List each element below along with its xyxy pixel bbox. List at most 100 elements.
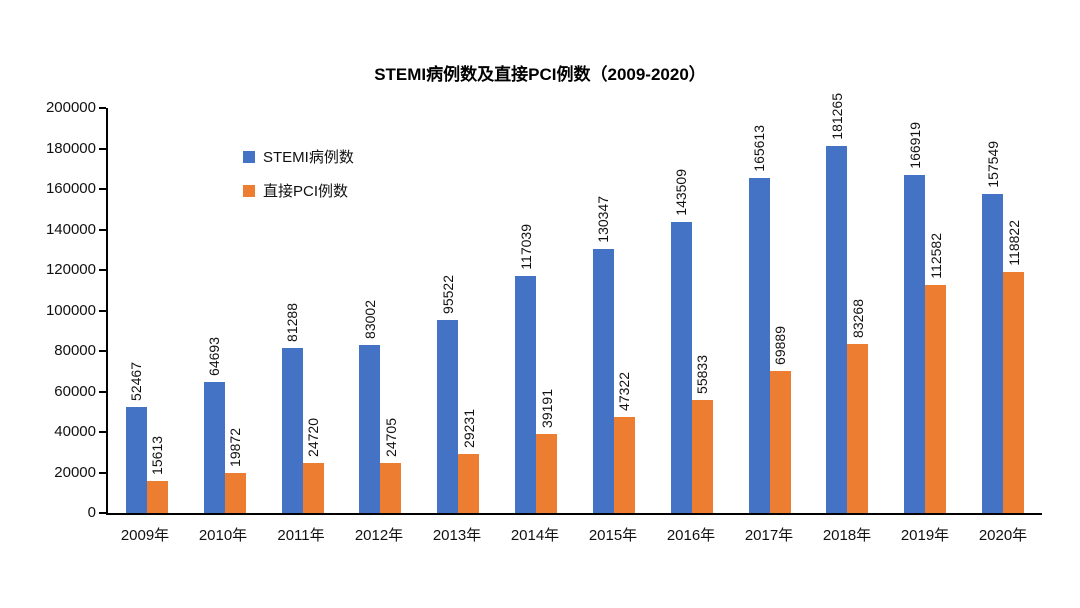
x-axis-label-2012年: 2012年 — [354, 527, 404, 544]
bar-value-label-stemi-2014年: 117039 — [517, 224, 534, 270]
bar-slot: 69889 — [769, 108, 791, 513]
x-axis-label-2013年: 2013年 — [432, 527, 482, 544]
y-axis-tick — [99, 512, 106, 514]
bar-slot: 52467 — [125, 108, 147, 513]
legend-item-stemi: STEMI病例数 — [243, 146, 354, 167]
bar-group-2012年: 83002 24705 — [341, 108, 419, 513]
bar-group-2015年: 130347 47322 — [575, 108, 653, 513]
bar-value-label-stemi-2015年: 130347 — [595, 196, 612, 243]
bar-value-label-stemi-2016年: 143509 — [673, 169, 690, 216]
bar-stemi-2010年 — [203, 382, 225, 513]
bar-group-2016年: 143509 55833 — [653, 108, 731, 513]
bar-group-2011年: 81288 24720 — [264, 108, 342, 513]
y-axis-label-120000: 120000 — [45, 261, 96, 278]
bar-value-label-pci-2018年: 83268 — [849, 299, 866, 338]
bar-slot: 83268 — [847, 108, 869, 513]
bar-pci-2019年 — [925, 285, 947, 513]
bar-group-2019年: 166919 112582 — [886, 108, 964, 513]
y-axis-tick — [99, 269, 106, 271]
bar-stemi-2014年 — [515, 276, 537, 513]
bar-slot: 112582 — [925, 108, 947, 513]
x-axis-label-2018年: 2018年 — [822, 527, 872, 544]
bar-stemi-2016年 — [670, 222, 692, 513]
x-axis-label-2009年: 2009年 — [120, 527, 170, 544]
bar-group-2013年: 95522 29231 — [419, 108, 497, 513]
x-axis-label-2014年: 2014年 — [510, 527, 560, 544]
y-axis-tick — [99, 228, 106, 231]
bar-slot: 24705 — [380, 108, 402, 513]
legend: STEMI病例数 直接PCI例数 — [243, 146, 354, 214]
x-axis-label-2020年: 2020年 — [978, 527, 1028, 544]
bar-pci-2017年 — [769, 371, 791, 513]
y-axis-label-140000: 140000 — [45, 220, 96, 238]
bar-group-2009年: 52467 15613 — [108, 108, 186, 513]
bar-value-label-pci-2015年: 47322 — [616, 372, 633, 411]
bar-pci-2016年 — [691, 400, 713, 513]
y-axis-label-40000: 40000 — [54, 423, 96, 440]
bar-pci-2018年 — [847, 344, 869, 513]
bar-value-label-pci-2017年: 69889 — [772, 326, 789, 365]
bar-value-label-pci-2020年: 118822 — [1005, 220, 1022, 266]
y-axis-tick — [99, 471, 106, 474]
bar-stemi-2009年 — [125, 407, 147, 513]
bar-pci-2013年 — [458, 454, 480, 513]
bar-slot: 19872 — [224, 108, 246, 513]
bar-value-label-stemi-2012年: 83002 — [361, 300, 378, 339]
bar-value-label-stemi-2019年: 166919 — [906, 122, 923, 169]
bar-slot: 15613 — [146, 108, 168, 513]
bar-slot: 165613 — [748, 108, 770, 513]
bar-value-label-pci-2009年: 15613 — [149, 436, 166, 475]
bar-value-label-stemi-2011年: 81288 — [284, 303, 301, 342]
bar-slot: 157549 — [982, 108, 1004, 513]
bar-pci-2012年 — [380, 463, 402, 513]
y-axis-label-0: 0 — [87, 504, 96, 521]
bar-value-label-stemi-2009年: 52467 — [128, 362, 145, 401]
bar-slot: 181265 — [826, 93, 848, 513]
y-axis-tick — [99, 147, 106, 150]
bar-stemi-2019年 — [904, 175, 926, 513]
chart-title: STEMI病例数及直接PCI例数（2009-2020） — [374, 65, 706, 84]
y-axis-label-80000: 80000 — [54, 342, 96, 359]
bar-slot: 47322 — [613, 108, 635, 513]
bar-stemi-2013年 — [437, 320, 459, 513]
bar-slot: 83002 — [359, 108, 381, 513]
y-axis-tick — [99, 431, 106, 433]
x-axis-label-2019年: 2019年 — [900, 527, 950, 544]
bar-value-label-pci-2013年: 29231 — [460, 409, 477, 448]
bar-group-2017年: 165613 69889 — [731, 108, 809, 513]
bar-pci-2010年 — [224, 473, 246, 513]
bar-value-label-stemi-2010年: 64693 — [206, 337, 223, 376]
bar-slot: 130347 — [592, 108, 614, 513]
bar-group-2010年: 64693 19872 — [186, 108, 264, 513]
bar-pci-2009年 — [146, 481, 168, 513]
y-axis-tick — [99, 350, 106, 352]
bar-value-label-pci-2014年: 39191 — [538, 389, 555, 428]
bar-stemi-2017年 — [748, 178, 770, 513]
bar-slot: 117039 — [515, 108, 537, 513]
y-axis-tick — [99, 309, 106, 312]
bar-pci-2020年 — [1003, 272, 1025, 513]
bar-group-2020年: 157549 118822 — [964, 108, 1042, 513]
legend-label-stemi: STEMI病例数 — [263, 149, 354, 166]
y-axis-label-180000: 180000 — [45, 139, 96, 157]
x-axis-label-2015年: 2015年 — [588, 527, 638, 544]
bar-slot: 64693 — [203, 108, 225, 513]
bar-value-label-pci-2012年: 24705 — [382, 418, 399, 457]
bar-slot: 95522 — [437, 108, 459, 513]
bar-pci-2014年 — [536, 434, 558, 513]
y-axis-label-60000: 60000 — [54, 382, 96, 400]
y-axis-label-160000: 160000 — [45, 180, 96, 197]
bar-pci-2011年 — [302, 463, 324, 513]
bar-slot: 24720 — [302, 108, 324, 513]
legend-swatch-pci-icon — [243, 184, 255, 197]
y-axis-tick — [99, 390, 106, 393]
bar-slot: 118822 — [1003, 108, 1025, 513]
x-axis-labels: 2009年 2010年 2011年 2012年 2013年 2014年 2015年 2016年… — [106, 524, 1042, 545]
bar-slot: 143509 — [670, 108, 692, 513]
bar-value-label-stemi-2018年: 181265 — [828, 93, 845, 140]
bar-slot: 166919 — [904, 108, 926, 513]
bar-slot: 81288 — [281, 108, 303, 513]
y-axis-tick — [99, 107, 106, 109]
legend-label-pci: 直接PCI例数 — [263, 183, 349, 200]
